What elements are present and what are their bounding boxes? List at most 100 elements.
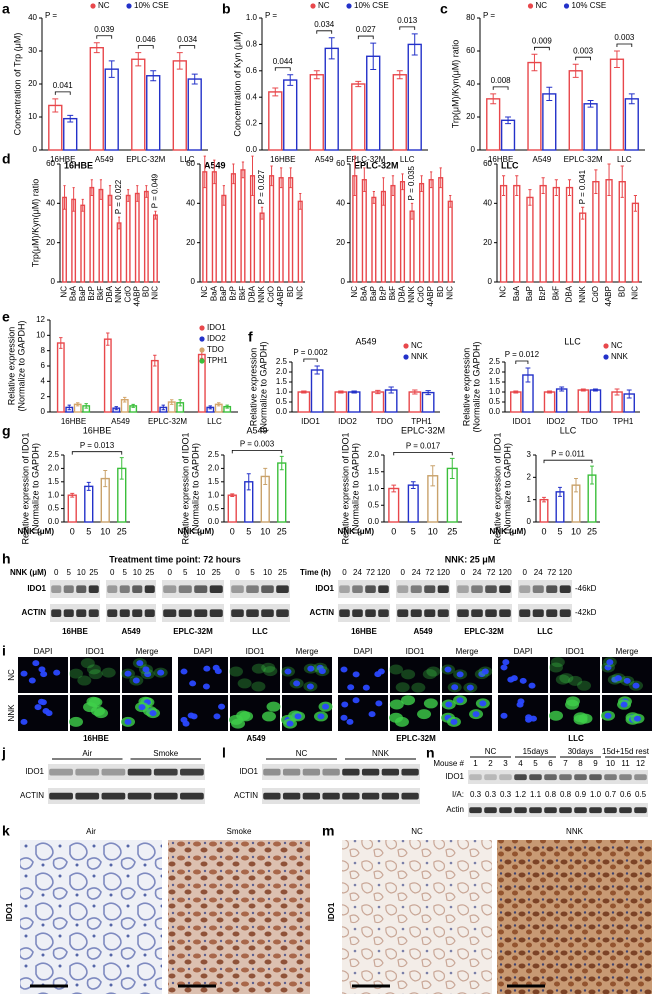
- ratio-label: 0.3: [500, 790, 512, 799]
- blot-band: [361, 792, 380, 800]
- blot-band: [365, 609, 376, 617]
- blot-band: [410, 609, 422, 617]
- blot-band: [519, 585, 531, 593]
- bar: [499, 184, 508, 283]
- lane-label: 1: [473, 759, 478, 768]
- p-value: P = 0.022: [114, 179, 123, 214]
- blot-background: [50, 580, 100, 598]
- legend-marker: [199, 358, 205, 364]
- ratio-label: 0.7: [605, 790, 617, 799]
- x-tick-label: 0: [391, 526, 396, 536]
- y-axis-label: (Normalize to GAPDH): [30, 443, 40, 534]
- blot-band: [88, 585, 99, 593]
- chart-title: LLC: [560, 425, 577, 435]
- row-label: IDO1: [25, 767, 44, 776]
- p-value: P = 0.013: [80, 441, 115, 450]
- y-tick-label: 1.0: [208, 490, 220, 499]
- bar: [211, 171, 217, 283]
- bar: [392, 74, 407, 151]
- x-tick-label: BaP: [525, 286, 534, 301]
- x-tick-label: BkF: [388, 286, 397, 300]
- x-tick-label: BzP: [229, 286, 238, 301]
- blot-band: [471, 585, 483, 593]
- error-bar: [70, 492, 75, 498]
- x-tick-label: BaP: [219, 286, 228, 301]
- legend-marker: [310, 3, 316, 9]
- bar: [297, 200, 303, 283]
- x-tick-label: A549: [111, 417, 130, 426]
- nucleus: [623, 677, 631, 684]
- error-bar: [232, 163, 235, 185]
- ratio-label: 0.3: [470, 790, 482, 799]
- significance-bracket: [575, 56, 591, 61]
- blot-background: [262, 764, 420, 780]
- nucleus: [510, 675, 518, 682]
- blot-background: [338, 604, 390, 622]
- cytoplasm-signal: [69, 716, 84, 727]
- x-tick-label: 25: [447, 526, 457, 536]
- blot-band: [471, 609, 483, 617]
- blot-background: [162, 580, 224, 598]
- legend-marker: [403, 343, 409, 349]
- lane-label: 0: [235, 568, 240, 577]
- significance-bracket: [316, 30, 333, 34]
- x-tick-label: CdO: [417, 286, 426, 302]
- error-bar: [145, 185, 148, 198]
- x-tick-label: NNK: [257, 285, 266, 303]
- blot-background: [396, 580, 450, 598]
- blot-band: [76, 609, 87, 617]
- bar: [297, 391, 311, 413]
- error-bar: [410, 481, 416, 489]
- nucleus: [377, 668, 385, 675]
- blot-band: [559, 585, 571, 593]
- y-tick-label: 0: [41, 407, 46, 416]
- x-tick-label: TDO: [581, 417, 598, 426]
- x-tick-label: BaA: [512, 285, 521, 301]
- x-tick-label: NIC: [445, 286, 454, 300]
- lane-label: 120: [437, 568, 451, 577]
- x-tick-label: A549: [315, 155, 334, 164]
- x-tick-label: NNK: [407, 285, 416, 303]
- blot-band: [263, 768, 281, 776]
- panel-letter: j: [1, 745, 6, 761]
- lane-label: 25: [89, 568, 98, 577]
- cytoplasm-signal: [568, 675, 583, 686]
- x-tick-label: EPLC-32M: [346, 155, 385, 164]
- blot-band: [559, 609, 571, 617]
- blot-band: [119, 585, 130, 593]
- channel-label: DAPI: [194, 647, 213, 656]
- y-tick-label: 60: [466, 46, 475, 55]
- significance-bracket: [399, 26, 416, 30]
- x-tick-label: NC: [499, 286, 508, 298]
- blot-band: [469, 807, 482, 814]
- error-bar: [114, 406, 118, 411]
- blot-background: [106, 580, 156, 598]
- error-bar: [541, 177, 545, 194]
- blot-band: [532, 585, 544, 593]
- bar: [63, 117, 78, 151]
- blot-band: [144, 585, 155, 593]
- nucleus: [182, 720, 190, 727]
- blot-band: [49, 792, 73, 800]
- fluorescence-image: [70, 657, 120, 693]
- x-tick-label: BzP: [538, 286, 547, 301]
- nucleus: [340, 666, 348, 673]
- error-bar: [225, 404, 229, 409]
- y-tick-label: 0.5: [276, 397, 288, 406]
- x-tick-label: TPH1: [613, 417, 634, 426]
- y-axis-label: (Normalize to GAPDH): [471, 341, 481, 432]
- error-bar: [439, 167, 442, 189]
- x-tick-label: NIC: [631, 286, 640, 300]
- error-bar: [372, 191, 376, 204]
- blot-band: [263, 792, 281, 800]
- bar: [259, 212, 265, 283]
- cytoplasm-signal: [411, 682, 426, 693]
- error-bar: [313, 70, 320, 80]
- x-tick-label: IDO1: [513, 417, 532, 426]
- nucleus: [45, 710, 53, 717]
- chart-title: EPLC-32M: [401, 425, 445, 435]
- cytoplasm-signal: [251, 663, 266, 674]
- cytoplasm-signal: [263, 666, 278, 677]
- y-tick-label: 2.5: [208, 450, 220, 459]
- blot-band: [619, 774, 632, 781]
